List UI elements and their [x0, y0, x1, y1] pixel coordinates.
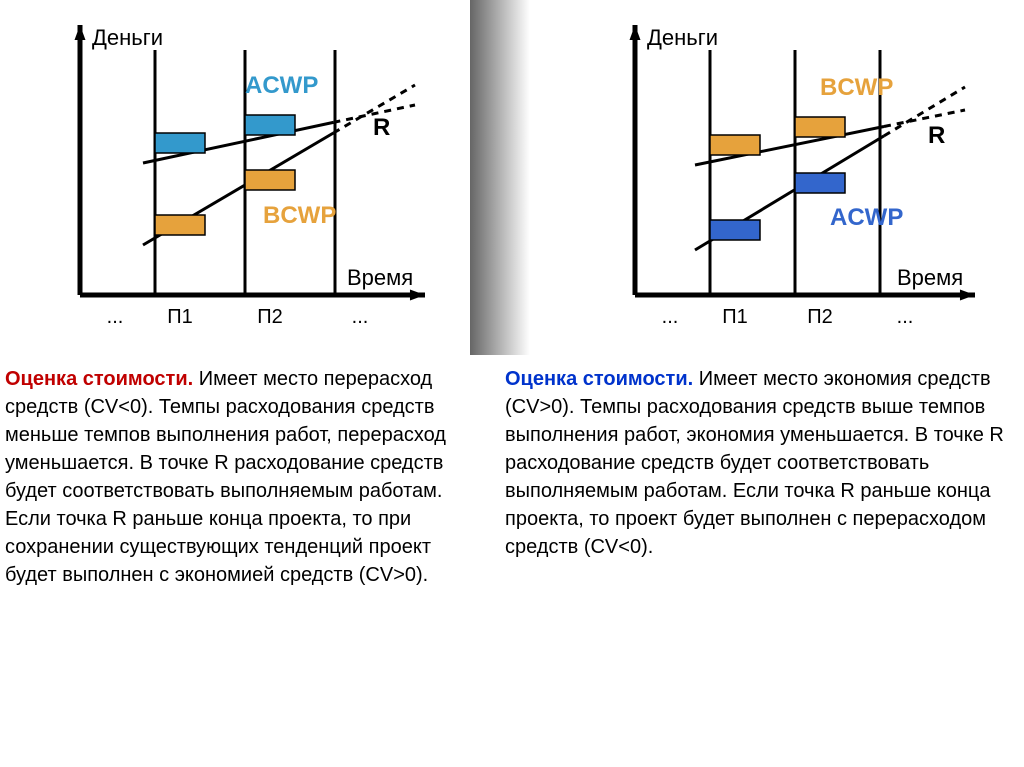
svg-text:П1: П1 [167, 306, 193, 328]
svg-text:R: R [928, 122, 945, 149]
svg-text:...: ... [662, 306, 679, 328]
left-chart-area: Деньги Время... П1 П2... ACWP BCWP R [0, 0, 470, 355]
svg-text:П2: П2 [257, 306, 283, 328]
right-panel: Деньги Время... П1 П2... ACWP BCWP R Оценка ст… [470, 0, 1024, 767]
right-body: Имеет место экономия средств (CV>0). Тем… [505, 368, 1004, 558]
svg-text:...: ... [107, 306, 124, 328]
right-chart: Деньги Время... П1 П2... ACWP BCWP R [580, 5, 1000, 350]
svg-text:BCWP: BCWP [263, 202, 336, 229]
left-panel: Деньги Время... П1 П2... ACWP BCWP R Оценка ст… [0, 0, 470, 767]
svg-text:...: ... [897, 306, 914, 328]
left-text: Оценка стоимости. Имеет место перерасход… [0, 355, 470, 599]
svg-text:Время: Время [347, 265, 413, 290]
left-body: Имеет место перерасход средств (CV<0). Т… [5, 368, 446, 586]
svg-text:ACWP: ACWP [830, 204, 903, 231]
svg-text:Деньги: Деньги [647, 25, 718, 50]
svg-text:...: ... [352, 306, 369, 328]
svg-text:BCWP: BCWP [820, 74, 893, 101]
left-heading: Оценка стоимости. [5, 368, 193, 390]
svg-text:Время: Время [897, 265, 963, 290]
svg-text:П1: П1 [722, 306, 748, 328]
gradient-divider [470, 0, 530, 355]
svg-text:R: R [373, 114, 390, 141]
svg-text:П2: П2 [807, 306, 833, 328]
left-chart: Деньги Время... П1 П2... ACWP BCWP R [25, 5, 445, 350]
svg-text:Деньги: Деньги [92, 25, 163, 50]
right-text: Оценка стоимости. Имеет место экономия с… [470, 355, 1024, 571]
right-chart-area: Деньги Время... П1 П2... ACWP BCWP R [470, 0, 1024, 355]
right-heading: Оценка стоимости. [505, 368, 693, 390]
svg-text:ACWP: ACWP [245, 72, 318, 99]
